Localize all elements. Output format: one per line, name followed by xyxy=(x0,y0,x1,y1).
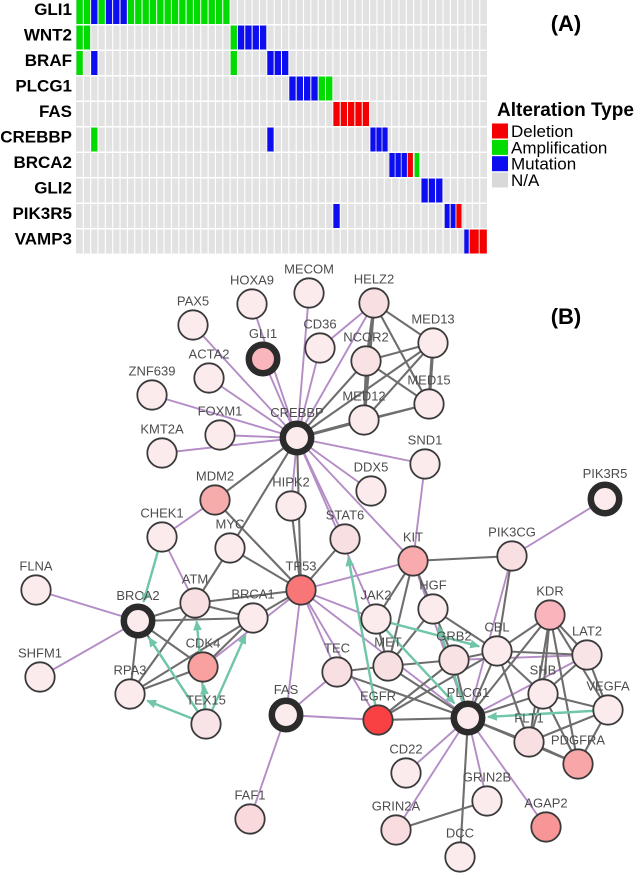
svg-text:BRAF: BRAF xyxy=(25,51,72,70)
svg-text:ZNF639: ZNF639 xyxy=(129,364,176,379)
svg-text:Deletion: Deletion xyxy=(511,122,573,141)
svg-text:Amplification: Amplification xyxy=(511,138,607,157)
svg-text:GLI1: GLI1 xyxy=(249,326,277,341)
svg-text:RPA3: RPA3 xyxy=(114,663,147,678)
svg-text:MED15: MED15 xyxy=(407,373,450,388)
svg-text:MECOM: MECOM xyxy=(284,262,334,277)
svg-text:NCOR2: NCOR2 xyxy=(343,330,389,345)
svg-text:MYC: MYC xyxy=(216,517,245,532)
svg-text:HGF: HGF xyxy=(419,578,447,593)
svg-text:DCC: DCC xyxy=(446,826,474,841)
svg-text:FAS: FAS xyxy=(39,102,72,121)
svg-text:AGAP2: AGAP2 xyxy=(524,796,567,811)
svg-text:PLCG1: PLCG1 xyxy=(15,77,72,96)
svg-text:PDGFRA: PDGFRA xyxy=(551,733,606,748)
svg-text:HIPK2: HIPK2 xyxy=(272,475,310,490)
svg-text:(A): (A) xyxy=(551,11,582,36)
svg-text:PLCG1: PLCG1 xyxy=(447,685,490,700)
svg-text:FOXM1: FOXM1 xyxy=(198,404,243,419)
svg-text:CD22: CD22 xyxy=(389,742,422,757)
svg-text:JAK2: JAK2 xyxy=(360,588,391,603)
svg-text:HOXA9: HOXA9 xyxy=(230,273,274,288)
svg-text:PIK3R5: PIK3R5 xyxy=(12,204,72,223)
svg-text:CHEK1: CHEK1 xyxy=(140,506,183,521)
svg-text:EGFR: EGFR xyxy=(360,689,396,704)
svg-text:ATM: ATM xyxy=(182,572,208,587)
svg-text:CDK4: CDK4 xyxy=(186,636,221,651)
svg-text:SHFM1: SHFM1 xyxy=(18,646,62,661)
svg-text:SND1: SND1 xyxy=(408,433,443,448)
svg-text:FLNA: FLNA xyxy=(19,559,53,574)
svg-text:STAT6: STAT6 xyxy=(326,508,365,523)
svg-text:BRCA2: BRCA2 xyxy=(13,153,72,172)
svg-text:BRCA1: BRCA1 xyxy=(231,587,274,602)
svg-text:CD36: CD36 xyxy=(303,317,336,332)
svg-text:ACTA2: ACTA2 xyxy=(189,347,230,362)
svg-text:KMT2A: KMT2A xyxy=(140,422,184,437)
svg-text:TP53: TP53 xyxy=(285,559,316,574)
svg-text:GRIN2B: GRIN2B xyxy=(463,770,511,785)
svg-text:VAMP3: VAMP3 xyxy=(15,230,72,249)
svg-text:DDX5: DDX5 xyxy=(354,460,389,475)
svg-text:HELZ2: HELZ2 xyxy=(354,272,394,287)
svg-text:CREBBP: CREBBP xyxy=(0,128,72,147)
svg-text:TEX15: TEX15 xyxy=(186,693,226,708)
svg-text:WNT2: WNT2 xyxy=(24,26,72,45)
svg-text:PIK3CG: PIK3CG xyxy=(488,525,536,540)
svg-text:N/A: N/A xyxy=(511,171,540,190)
svg-text:LAT2: LAT2 xyxy=(572,624,602,639)
svg-text:CBL: CBL xyxy=(484,620,509,635)
svg-text:BRCA2: BRCA2 xyxy=(116,588,159,603)
svg-text:PIK3R5: PIK3R5 xyxy=(583,466,628,481)
svg-text:FLT1: FLT1 xyxy=(514,711,543,726)
svg-text:CREBBP: CREBBP xyxy=(270,405,323,420)
svg-text:Mutation: Mutation xyxy=(511,155,576,174)
svg-text:MET: MET xyxy=(374,635,402,650)
svg-text:GLI2: GLI2 xyxy=(34,179,72,198)
svg-text:MED13: MED13 xyxy=(411,312,454,327)
svg-text:GRB2: GRB2 xyxy=(436,629,471,644)
svg-text:SHB: SHB xyxy=(530,663,557,678)
svg-text:TEC: TEC xyxy=(324,641,350,656)
svg-text:(B): (B) xyxy=(551,304,582,329)
svg-text:KDR: KDR xyxy=(536,584,563,599)
svg-text:MDM2: MDM2 xyxy=(196,469,234,484)
svg-text:MED12: MED12 xyxy=(342,389,385,404)
svg-text:PAX5: PAX5 xyxy=(177,294,209,309)
svg-text:GRIN2A: GRIN2A xyxy=(372,799,421,814)
svg-text:GLI1: GLI1 xyxy=(34,0,72,19)
svg-text:FAF1: FAF1 xyxy=(234,788,265,803)
svg-text:VEGFA: VEGFA xyxy=(586,679,630,694)
svg-text:Alteration Type: Alteration Type xyxy=(497,100,634,121)
svg-text:KIT: KIT xyxy=(403,530,423,545)
svg-text:FAS: FAS xyxy=(274,682,299,697)
